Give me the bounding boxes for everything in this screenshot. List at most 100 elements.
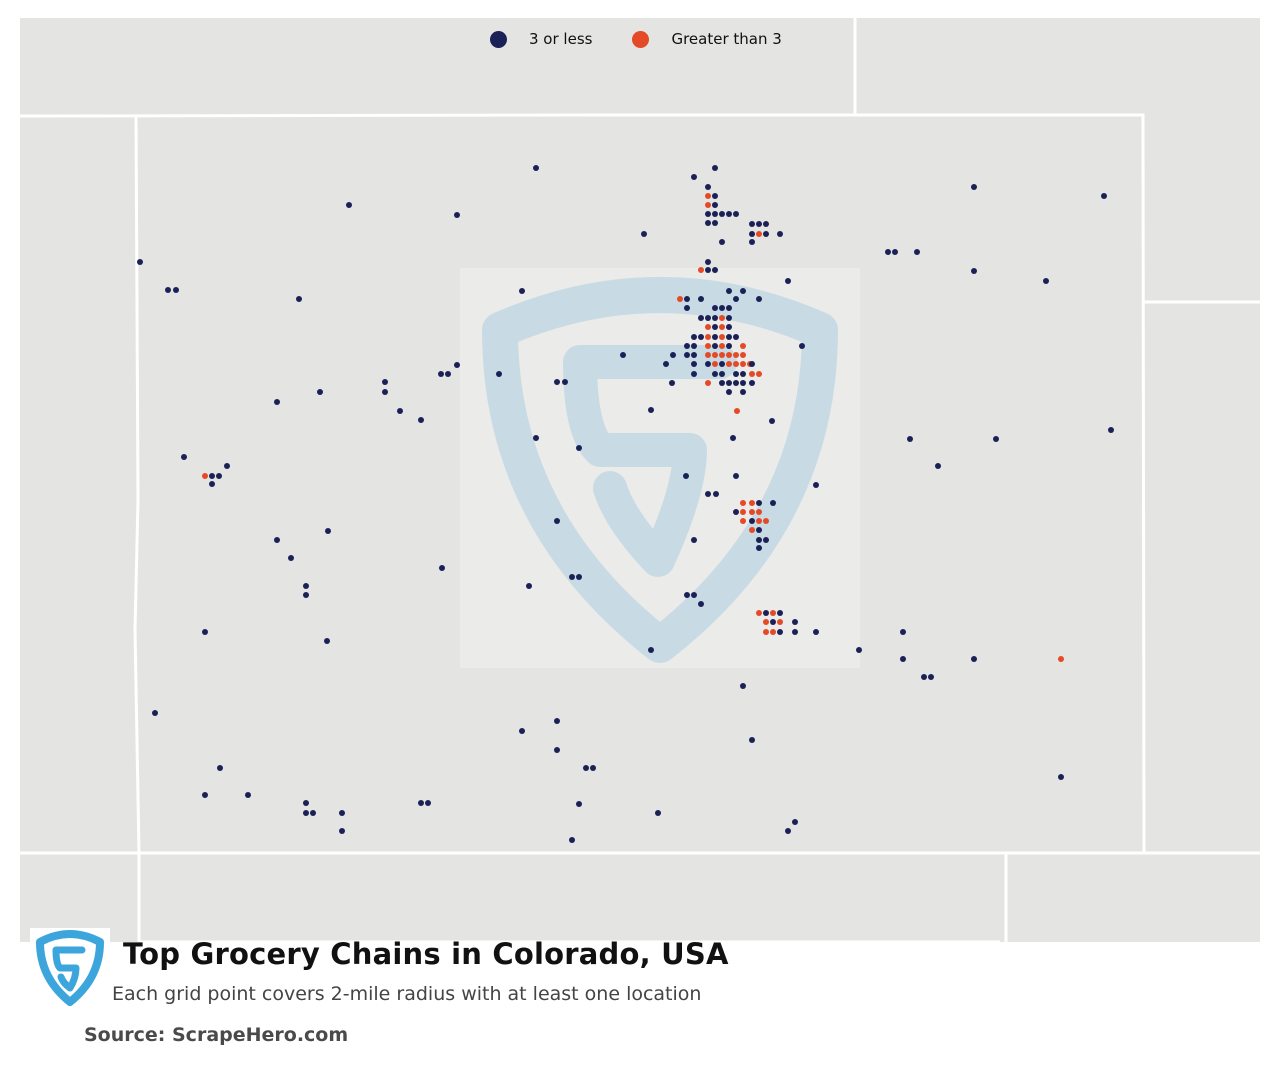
location-dots <box>137 165 1114 843</box>
location-dot-low <box>173 287 179 293</box>
location-dot-low <box>454 212 460 218</box>
location-dot-low <box>620 352 626 358</box>
location-dot-high <box>777 619 783 625</box>
location-dot-low <box>438 371 444 377</box>
location-dot-low <box>519 288 525 294</box>
location-dot-low <box>712 334 718 340</box>
location-dot-low <box>454 362 460 368</box>
location-dot-high <box>677 296 683 302</box>
location-dot-high <box>740 352 746 358</box>
location-dot-low <box>339 810 345 816</box>
location-dot-low <box>691 343 697 349</box>
location-dot-low <box>712 211 718 217</box>
location-dot-low <box>554 718 560 724</box>
location-dot-low <box>749 361 755 367</box>
location-dot-low <box>763 537 769 543</box>
location-dot-low <box>224 463 230 469</box>
location-dot-low <box>648 407 654 413</box>
location-dot-low <box>749 231 755 237</box>
legend-dot-low-icon <box>490 30 507 48</box>
location-dot-low <box>921 674 927 680</box>
location-dot-low <box>533 435 539 441</box>
location-dot-low <box>712 305 718 311</box>
location-dot-low <box>418 800 424 806</box>
legend-item-low: 3 or less <box>490 30 592 48</box>
location-dot-low <box>792 629 798 635</box>
location-dot-high <box>719 334 725 340</box>
location-dot-low <box>181 454 187 460</box>
location-dot-high <box>202 473 208 479</box>
location-dot-low <box>1043 278 1049 284</box>
location-dot-low <box>137 259 143 265</box>
location-dot-low <box>217 765 223 771</box>
location-dot-low <box>712 315 718 321</box>
location-dot-low <box>691 174 697 180</box>
location-dot-high <box>740 509 746 515</box>
location-dot-low <box>425 800 431 806</box>
location-dot-low <box>712 165 718 171</box>
location-dot-high <box>719 324 725 330</box>
location-dot-high <box>740 500 746 506</box>
location-dot-low <box>684 352 690 358</box>
location-dot-low <box>770 619 776 625</box>
location-dot-low <box>756 500 762 506</box>
location-dot-high <box>733 361 739 367</box>
location-dot-low <box>733 296 739 302</box>
location-dot-high <box>756 509 762 515</box>
location-dot-low <box>691 352 697 358</box>
location-dot-low <box>785 278 791 284</box>
location-dot-high <box>698 267 704 273</box>
location-dot-low <box>856 647 862 653</box>
location-dot-low <box>684 343 690 349</box>
location-dot-low <box>202 629 208 635</box>
location-dot-high <box>770 629 776 635</box>
state-borders <box>19 18 1260 944</box>
location-dot-low <box>705 361 711 367</box>
location-dot-high <box>726 361 732 367</box>
location-dot-low <box>303 800 309 806</box>
location-dot-low <box>756 296 762 302</box>
location-dot-low <box>382 389 388 395</box>
location-dot-low <box>770 500 776 506</box>
location-dot-low <box>749 518 755 524</box>
location-dot-low <box>325 528 331 534</box>
location-dot-low <box>900 656 906 662</box>
location-dot-low <box>274 399 280 405</box>
location-dot-high <box>763 518 769 524</box>
location-dot-low <box>303 592 309 598</box>
location-dot-low <box>719 380 725 386</box>
location-dot-low <box>763 610 769 616</box>
colorado-map <box>19 18 1260 944</box>
location-dot-low <box>712 267 718 273</box>
location-dot-low <box>712 343 718 349</box>
location-dot-low <box>705 267 711 273</box>
location-dot-low <box>740 380 746 386</box>
location-dot-low <box>554 518 560 524</box>
legend-dot-high-icon <box>632 30 650 48</box>
location-dot-low <box>209 481 215 487</box>
location-dot-low <box>749 380 755 386</box>
location-dot-low <box>439 565 445 571</box>
location-dot-low <box>303 583 309 589</box>
location-dot-low <box>813 629 819 635</box>
location-dot-high <box>740 343 746 349</box>
location-dot-low <box>740 683 746 689</box>
location-dot-low <box>993 436 999 442</box>
location-dot-low <box>792 619 798 625</box>
location-dot-low <box>691 592 697 598</box>
location-dot-low <box>655 810 661 816</box>
location-dot-low <box>712 220 718 226</box>
location-dot-low <box>733 380 739 386</box>
location-dot-low <box>763 221 769 227</box>
location-dot-low <box>310 810 316 816</box>
source-credit: Source: ScrapeHero.com <box>84 1024 349 1046</box>
location-dot-low <box>1108 427 1114 433</box>
legend-label-high: Greater than 3 <box>671 30 782 48</box>
location-dot-low <box>756 537 762 543</box>
location-dot-low <box>296 296 302 302</box>
location-dot-low <box>583 765 589 771</box>
location-dot-low <box>749 239 755 245</box>
location-dot-low <box>892 249 898 255</box>
location-dot-high <box>763 619 769 625</box>
location-dot-high <box>756 231 762 237</box>
